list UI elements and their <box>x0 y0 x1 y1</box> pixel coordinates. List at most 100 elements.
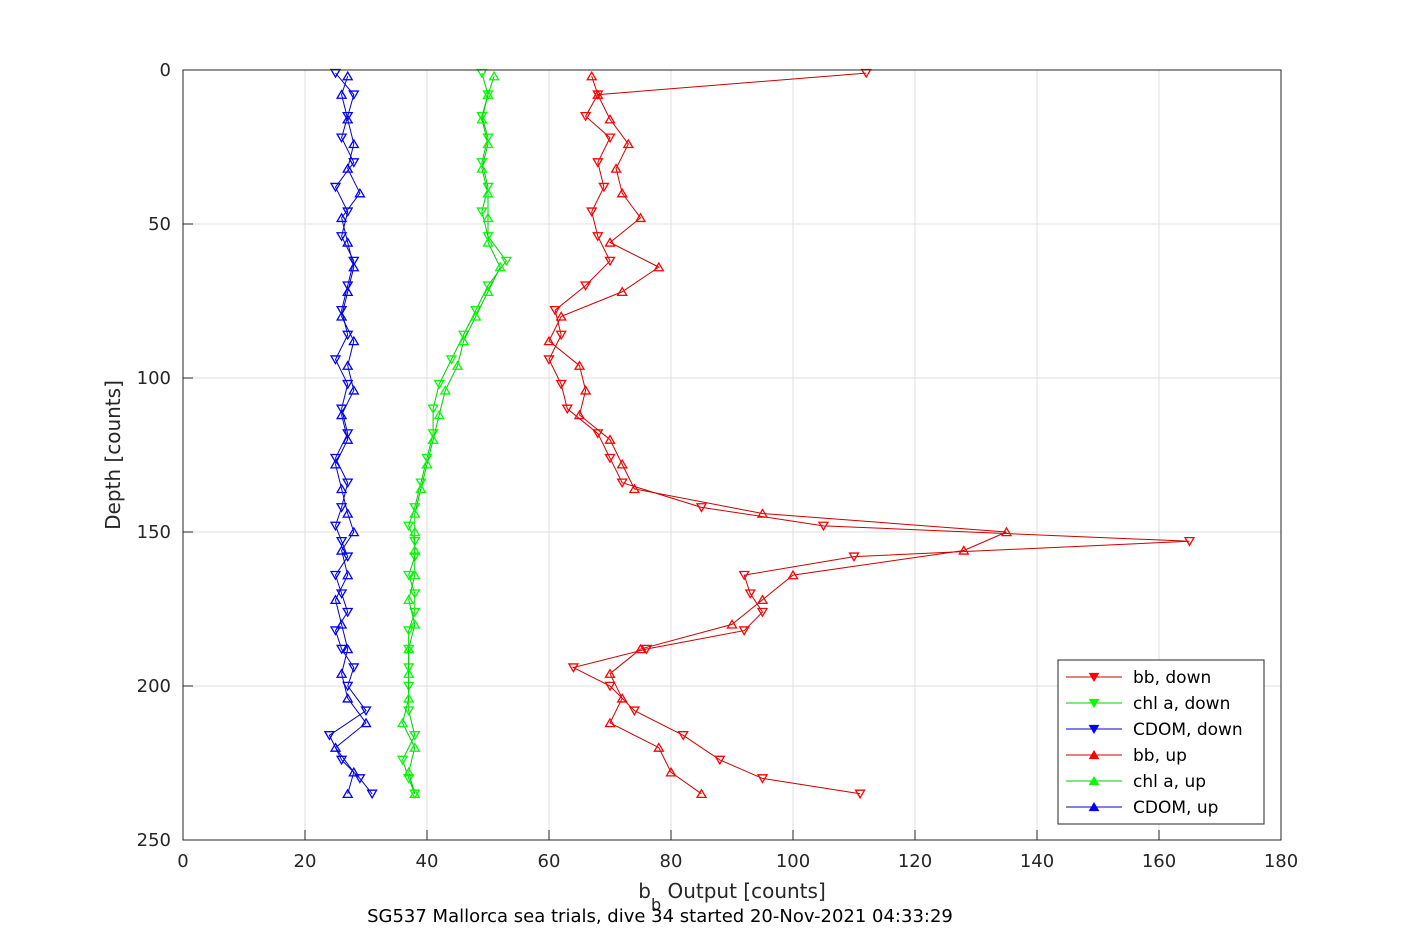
legend-marker <box>1088 672 1100 683</box>
data-point <box>329 68 342 79</box>
data-point <box>573 409 586 420</box>
legend-marker <box>1088 801 1100 812</box>
data-point <box>610 163 622 173</box>
data-point <box>433 409 445 420</box>
data-point <box>348 526 360 537</box>
data-point <box>335 232 348 242</box>
data-point <box>335 404 348 415</box>
data-point <box>342 569 354 580</box>
data-point <box>604 133 616 144</box>
data-point <box>756 508 769 518</box>
legend-marker <box>1088 775 1100 786</box>
data-point <box>854 789 866 800</box>
data-point <box>476 68 488 79</box>
data-point <box>586 207 598 218</box>
data-point <box>329 453 342 464</box>
data-point <box>579 281 592 291</box>
data-point <box>604 113 616 124</box>
data-point <box>348 335 360 346</box>
data-point <box>348 384 360 395</box>
data-point <box>335 644 348 655</box>
data-point <box>1000 526 1013 537</box>
series-line <box>328 72 373 795</box>
data-point <box>360 717 372 728</box>
data-point <box>427 434 439 444</box>
data-point <box>409 569 421 580</box>
data-point <box>335 619 348 629</box>
data-point <box>634 643 647 654</box>
x-axis: 0 20 40 60 80 100 120 140 160 180 <box>177 830 1298 872</box>
x-tick-label: 140 <box>1020 851 1054 872</box>
data-point <box>409 731 421 741</box>
data-point <box>427 404 439 415</box>
data-point <box>329 594 342 605</box>
data-point <box>427 429 439 439</box>
data-point <box>555 311 567 321</box>
data-point <box>342 508 354 518</box>
data-point <box>604 668 616 678</box>
data-point <box>634 212 647 223</box>
data-point <box>348 261 360 272</box>
legend-label: CDOM, up <box>1133 798 1218 818</box>
data-point <box>860 68 872 79</box>
legend-marker <box>1088 724 1100 735</box>
legend-box <box>1057 659 1265 825</box>
data-point <box>403 643 415 654</box>
data-point <box>616 286 628 297</box>
data-point <box>482 133 494 144</box>
data-point <box>482 187 494 198</box>
data-point <box>403 668 415 678</box>
data-point <box>439 384 451 395</box>
data-point <box>561 404 573 415</box>
data-point <box>342 478 354 489</box>
legend: bb, down chl a, down CDOM, down bb, up chl a… <box>1057 659 1265 825</box>
data-point <box>342 429 354 439</box>
data-point <box>348 90 360 100</box>
series-2 <box>323 68 378 800</box>
data-point <box>494 261 506 272</box>
data-point <box>342 552 354 562</box>
data-point <box>433 379 445 390</box>
x-tick-label: 120 <box>898 851 932 872</box>
data-point <box>348 663 360 673</box>
data-point <box>335 503 348 513</box>
legend-marker <box>1088 749 1100 760</box>
x-tick-label: 0 <box>177 851 188 872</box>
data-point <box>555 379 567 390</box>
y-tick-label: 100 <box>137 368 171 389</box>
data-point <box>403 626 415 636</box>
data-point <box>470 305 482 316</box>
data-point <box>415 478 427 489</box>
data-point <box>592 232 604 242</box>
data-point <box>329 458 342 469</box>
data-point <box>756 774 769 784</box>
data-point <box>335 483 348 494</box>
data-point <box>354 187 366 198</box>
data-point <box>573 360 586 370</box>
series-line <box>548 76 1007 795</box>
x-tick-label: 60 <box>538 851 561 872</box>
x-tick-label: 40 <box>416 851 439 872</box>
data-point <box>476 163 488 173</box>
data-point <box>482 138 494 149</box>
data-point <box>342 692 354 703</box>
data-point <box>409 742 421 752</box>
data-point <box>348 766 360 777</box>
y-tick-label: 50 <box>148 214 171 235</box>
x-tick-label: 100 <box>776 851 810 872</box>
data-point <box>476 158 488 168</box>
data-point <box>958 545 970 555</box>
data-point <box>348 256 360 267</box>
data-point <box>342 330 354 341</box>
data-point <box>482 182 494 193</box>
data-point <box>396 717 409 728</box>
data-point <box>1183 536 1196 547</box>
data-point <box>695 788 708 799</box>
data-point <box>482 212 494 223</box>
data-point <box>726 619 738 629</box>
data-point <box>342 607 354 618</box>
data-point <box>653 261 665 272</box>
data-point <box>342 643 354 654</box>
data-point <box>604 717 616 728</box>
data-point <box>342 434 354 444</box>
